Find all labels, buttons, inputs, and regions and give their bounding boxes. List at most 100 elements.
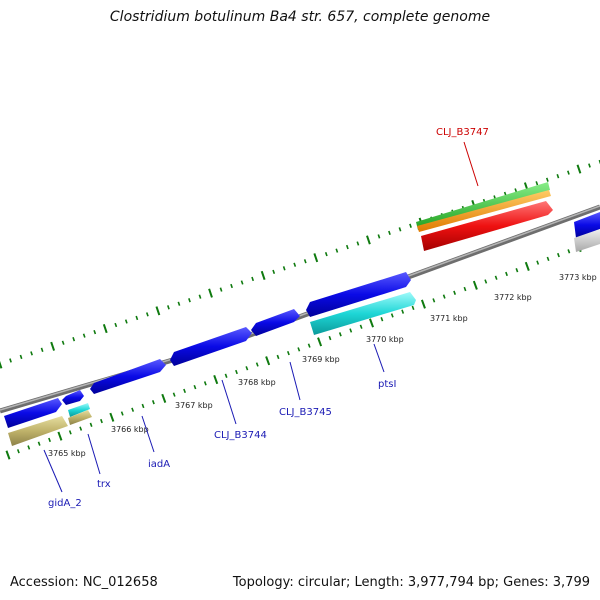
scale-tick [546, 256, 550, 262]
outer-tick [576, 164, 582, 174]
scale-tick [484, 279, 488, 284]
leader-line [289, 361, 301, 401]
scale-tick [151, 400, 155, 405]
leader-line [141, 415, 155, 453]
scale-tick [265, 356, 271, 366]
scale-tick [297, 347, 301, 352]
scale-tick [463, 286, 467, 292]
gene-label-trx: trx [97, 479, 111, 490]
gene-label-CLJ_B3744: CLJ_B3744 [214, 430, 267, 441]
gene-label-iadA: iadA [148, 459, 170, 470]
scale-tick [48, 437, 51, 443]
outer-tick [135, 315, 139, 321]
outer-tick [219, 287, 223, 292]
scale-tick [172, 392, 176, 397]
outer-tick [377, 234, 381, 239]
outer-tick [545, 177, 549, 182]
scale-tick [359, 324, 363, 329]
scale-label: 3766 kbp [111, 425, 149, 434]
scale-labels: 3765 kbp 3766 kbp 3767 kbp 3768 kbp 3769 kbp… [48, 273, 597, 458]
scale-tick [276, 354, 280, 360]
outer-tick [272, 269, 276, 275]
scale-tick [557, 252, 560, 258]
grey-feature-right-edge [574, 229, 600, 252]
scale-tick [27, 445, 31, 450]
outer-tick [388, 230, 391, 236]
scale-label: 3770 kbp [366, 335, 404, 344]
misc-feature-ptsI [310, 292, 416, 335]
outer-tick [251, 276, 255, 282]
scale-tick [307, 343, 311, 348]
scale-tick [131, 407, 135, 412]
feature-track-red [421, 201, 553, 251]
outer-tick [82, 333, 86, 338]
scale-tick [5, 450, 11, 460]
feature-track-orange [417, 190, 551, 232]
cds-arrow-6 [306, 272, 411, 317]
gene-label-gidA_2: gidA_2 [48, 498, 82, 509]
outer-tick [167, 305, 170, 310]
scale-tick [100, 418, 103, 424]
scale-label: 3767 kbp [175, 401, 213, 410]
gene-labels: gidA_2 trx iadA CLJ_B3744 CLJ_B3745 ptsI CLJ_B… [43, 127, 489, 509]
scale-tick [286, 351, 290, 356]
genome-backbone-highlight [0, 205, 600, 411]
outer-tick [356, 241, 360, 246]
scale-tick [16, 449, 20, 454]
scale-tick [420, 299, 426, 309]
outer-tick [366, 235, 371, 245]
outer-tick [0, 360, 3, 369]
outer-tick [324, 251, 328, 257]
scale-tick [37, 441, 41, 446]
outer-tick [61, 340, 65, 345]
scale-tick [317, 337, 323, 347]
scale-tick [515, 268, 519, 273]
scale-label: 3769 kbp [302, 355, 340, 364]
scale-tick [213, 374, 219, 385]
leader-line [221, 379, 237, 425]
outer-tick [40, 347, 44, 352]
scale-tick [432, 298, 436, 303]
scale-tick [390, 313, 394, 318]
scale-tick [411, 305, 415, 311]
scale-label: 3771 kbp [430, 314, 468, 323]
scale-tick [328, 335, 332, 341]
outer-tick [114, 322, 118, 328]
scale-tick [442, 294, 446, 299]
outer-tick [313, 253, 319, 263]
gene-label-CLJ_B3747: CLJ_B3747 [436, 127, 489, 138]
gene-feature-gidA [8, 416, 68, 446]
outer-tick [556, 174, 560, 179]
outer-tick [335, 248, 339, 253]
scale-tick [567, 249, 571, 254]
scale-tick [79, 426, 83, 431]
leader-line [373, 343, 385, 373]
outer-tick [409, 223, 412, 228]
outer-tick [567, 170, 570, 175]
scale-tick [524, 261, 530, 271]
outer-tick [93, 329, 97, 335]
outer-tick [102, 323, 108, 334]
gene-label-ptsI: ptsI [378, 379, 396, 390]
scale-tick-row [5, 237, 600, 460]
gene-feature-trx [68, 410, 92, 425]
scale-tick [89, 422, 93, 427]
scale-tick [505, 271, 508, 277]
outer-tick [588, 163, 591, 168]
leader-line [87, 433, 101, 475]
scale-tick [369, 318, 374, 328]
outer-tick [177, 301, 181, 306]
outer-tick [124, 319, 128, 324]
outer-tick [293, 262, 297, 267]
outer-tick [208, 288, 213, 298]
genome-backbone [0, 204, 600, 414]
outer-tick [398, 227, 402, 232]
gene-label-CLJ_B3745: CLJ_B3745 [279, 407, 332, 418]
outer-tick [50, 341, 56, 351]
scale-label: 3773 kbp [559, 273, 597, 282]
outer-tick [345, 244, 349, 250]
outer-tick-row [0, 159, 600, 369]
leader-line [43, 449, 63, 493]
scale-tick [494, 275, 498, 280]
